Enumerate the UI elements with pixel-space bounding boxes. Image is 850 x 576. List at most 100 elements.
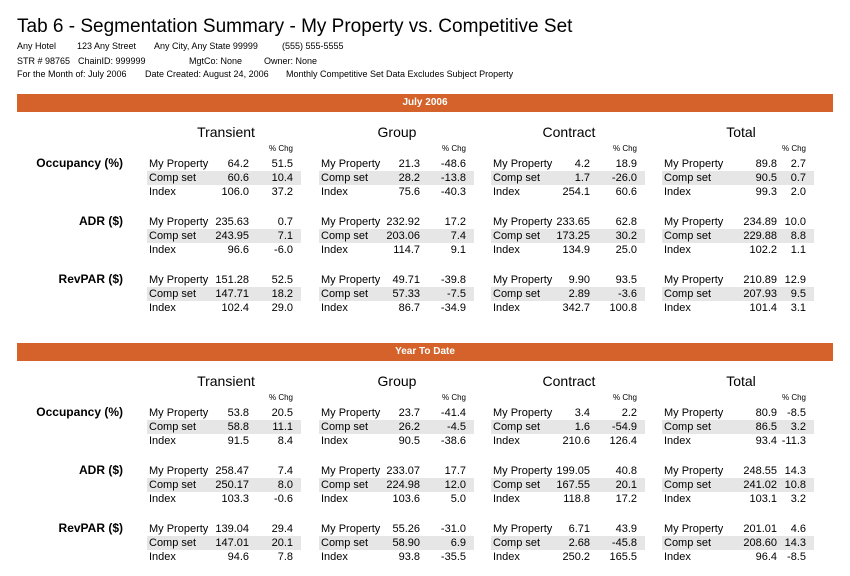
value-cell: 3.4: [574, 407, 590, 419]
value-cell: 233.65: [556, 216, 590, 228]
comp-set-row-shade: [147, 171, 301, 185]
pct-change-cell: 4.6: [790, 523, 806, 535]
pct-change-header: % Chg: [612, 144, 637, 153]
pct-change-cell: 17.7: [444, 465, 466, 477]
row-label: Comp set: [149, 479, 197, 491]
value-cell: 210.89: [743, 274, 777, 286]
value-cell: 134.9: [562, 244, 590, 256]
row-label: Index: [493, 435, 520, 447]
pct-change-cell: 10.0: [784, 216, 806, 228]
value-cell: 250.2: [562, 551, 590, 563]
row-label: Index: [149, 435, 176, 447]
value-cell: 26.2: [398, 421, 420, 433]
pct-change-cell: 20.1: [271, 537, 293, 549]
value-cell: 90.5: [755, 172, 777, 184]
row-label: My Property: [149, 465, 209, 477]
row-label: My Property: [493, 158, 553, 170]
row-label: Comp set: [149, 288, 197, 300]
pct-change-cell: -8.5: [787, 551, 806, 563]
comp-set-row-shade: [491, 536, 645, 550]
pct-change-cell: 3.2: [790, 493, 806, 505]
pct-change-cell: 60.6: [615, 186, 637, 198]
comp-set-row-shade: [147, 420, 301, 434]
value-cell: 199.05: [556, 465, 590, 477]
metric-label: ADR ($): [79, 214, 123, 228]
pct-change-cell: 29.0: [271, 302, 293, 314]
row-label: My Property: [321, 407, 381, 419]
info-text: Date Created: August 24, 2006: [145, 69, 269, 79]
row-label: Index: [493, 244, 520, 256]
value-cell: 258.47: [215, 465, 249, 477]
row-label: Index: [149, 186, 176, 198]
comp-set-row-shade: [662, 287, 814, 301]
value-cell: 96.6: [227, 244, 249, 256]
row-label: My Property: [321, 158, 381, 170]
pct-change-header: % Chg: [268, 144, 293, 153]
value-cell: 1.7: [574, 172, 590, 184]
value-cell: 103.6: [392, 493, 420, 505]
row-label: Comp set: [321, 537, 369, 549]
row-label: Comp set: [321, 421, 369, 433]
row-label: Comp set: [493, 421, 541, 433]
info-text: ChainID: 999999: [78, 56, 146, 66]
value-cell: 207.93: [743, 288, 777, 300]
pct-change-header: % Chg: [612, 393, 637, 402]
pct-change-cell: 43.9: [615, 523, 637, 535]
pct-change-cell: 11.1: [272, 421, 293, 433]
row-label: Index: [321, 302, 348, 314]
value-cell: 75.6: [398, 186, 420, 198]
pct-change-cell: 100.8: [609, 302, 637, 314]
pct-change-cell: 2.2: [621, 407, 637, 419]
row-label: My Property: [493, 407, 553, 419]
pct-change-cell: -26.0: [611, 172, 637, 184]
pct-change-cell: 20.5: [271, 407, 293, 419]
pct-change-cell: 10.8: [784, 479, 806, 491]
pct-change-cell: -38.6: [440, 435, 466, 447]
value-cell: 229.88: [743, 230, 777, 242]
pct-change-cell: 12.0: [444, 479, 466, 491]
pct-change-cell: 62.8: [615, 216, 637, 228]
pct-change-cell: 126.4: [609, 435, 637, 447]
pct-change-cell: 2.0: [790, 186, 806, 198]
pct-change-cell: -4.5: [447, 421, 466, 433]
row-label: Comp set: [149, 172, 197, 184]
pct-change-cell: 29.4: [271, 523, 293, 535]
info-text: MgtCo: None: [189, 56, 243, 66]
value-cell: 23.7: [398, 407, 420, 419]
info-text: Monthly Competitive Set Data Excludes Su…: [286, 69, 514, 79]
comp-set-row-shade: [147, 478, 301, 492]
value-cell: 151.28: [215, 274, 249, 286]
comp-set-row-shade: [662, 536, 814, 550]
value-cell: 147.01: [215, 537, 249, 549]
info-text: Any Hotel: [17, 41, 57, 51]
pct-change-header: % Chg: [441, 393, 466, 402]
row-label: Index: [664, 244, 691, 256]
comp-set-row-shade: [319, 229, 474, 243]
info-text: Any City, Any State 99999: [154, 41, 258, 51]
segment-title: Total: [726, 124, 756, 140]
pct-change-cell: 0.7: [790, 172, 806, 184]
value-cell: 147.71: [215, 288, 249, 300]
value-cell: 96.4: [755, 551, 777, 563]
value-cell: 86.5: [755, 421, 777, 433]
pct-change-cell: 1.1: [790, 244, 806, 256]
row-label: Index: [493, 551, 520, 563]
comp-set-row-shade: [662, 171, 814, 185]
pct-change-cell: 165.5: [609, 551, 637, 563]
value-cell: 64.2: [227, 158, 249, 170]
comp-set-row-shade: [319, 171, 474, 185]
row-label: Comp set: [149, 421, 197, 433]
pct-change-cell: -6.0: [274, 244, 293, 256]
row-label: My Property: [321, 216, 381, 228]
value-cell: 250.17: [215, 479, 249, 491]
pct-change-cell: 25.0: [615, 244, 637, 256]
value-cell: 102.2: [749, 244, 777, 256]
row-label: Comp set: [149, 537, 197, 549]
row-label: My Property: [493, 274, 553, 286]
row-label: My Property: [321, 274, 381, 286]
row-label: My Property: [664, 523, 724, 535]
row-label: Index: [149, 551, 176, 563]
row-label: My Property: [664, 274, 724, 286]
comp-set-row-shade: [491, 287, 645, 301]
pct-change-cell: 52.5: [271, 274, 293, 286]
